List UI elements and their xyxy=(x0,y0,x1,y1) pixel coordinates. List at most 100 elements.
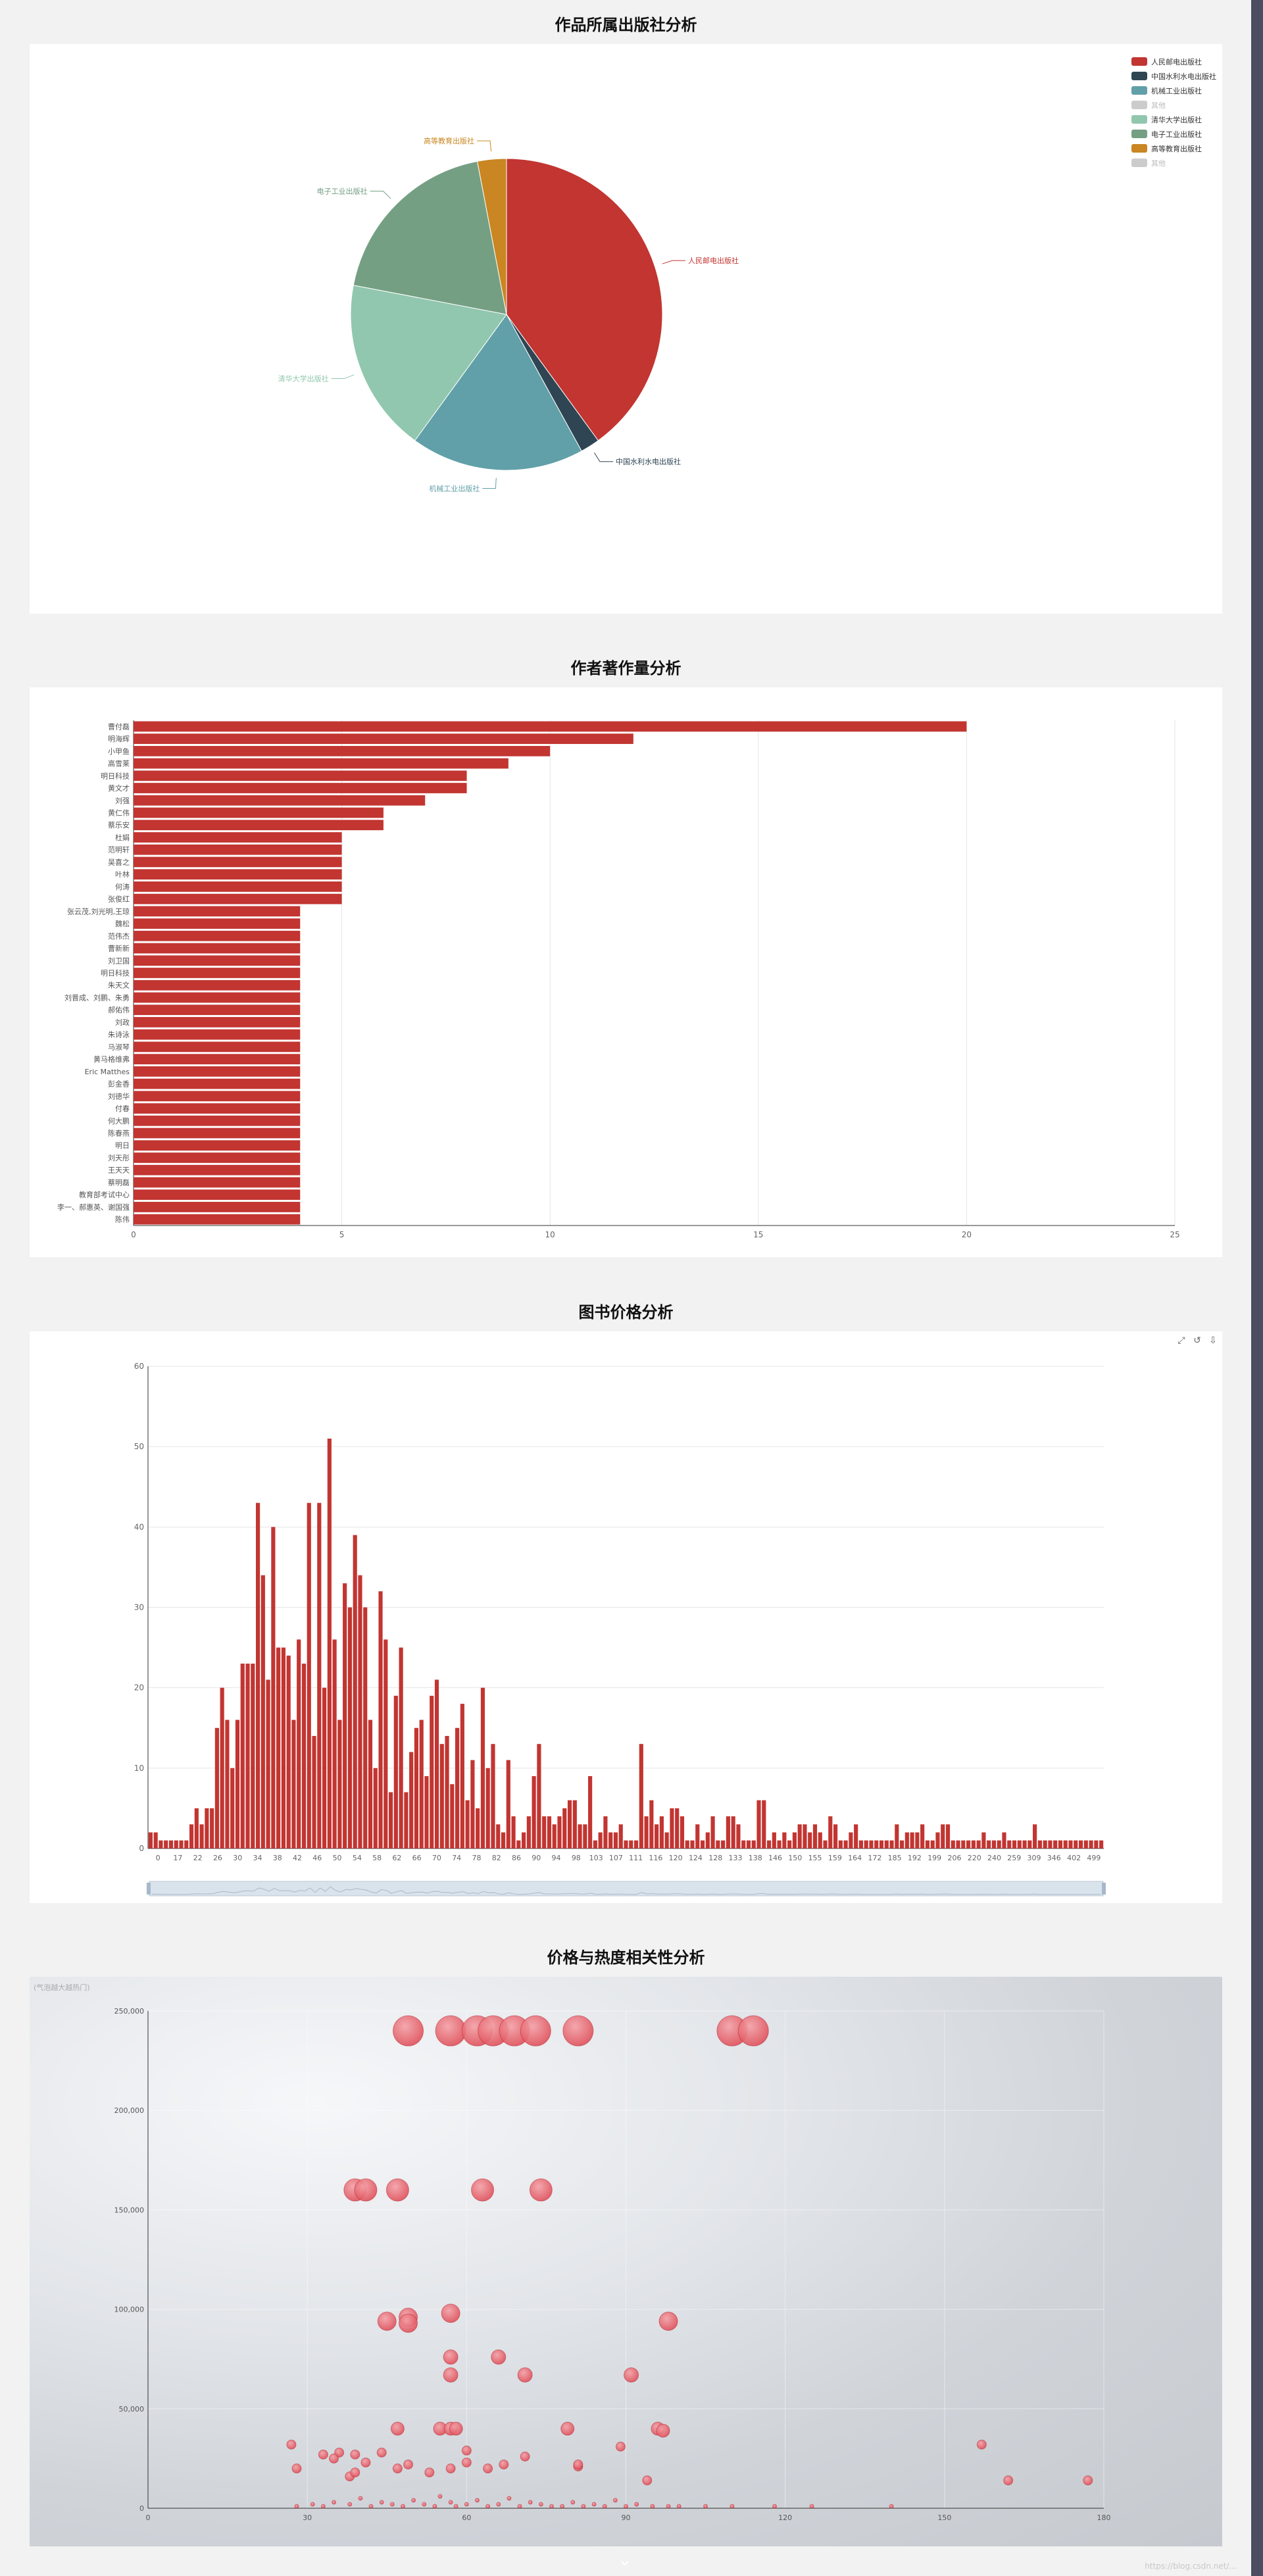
scatter-point-77 xyxy=(507,2496,512,2501)
scatter-point-70 xyxy=(437,2494,443,2499)
price-bar-37 xyxy=(337,1720,342,1848)
price-bar-6 xyxy=(179,1840,184,1848)
price-bar-19 xyxy=(245,1664,250,1848)
price-bar-95 xyxy=(633,1840,639,1848)
price-bar-181 xyxy=(1074,1840,1078,1848)
x-tick-label-28: 128 xyxy=(708,1854,722,1862)
price-bar-16 xyxy=(230,1768,235,1848)
price-bar-157 xyxy=(951,1840,955,1848)
scatter-point-45 xyxy=(445,2464,456,2474)
author-bar-2 xyxy=(134,745,551,756)
scatter-point-68 xyxy=(422,2502,427,2507)
x-tick-label-5: 34 xyxy=(253,1854,262,1862)
scatter-point-39 xyxy=(350,2467,360,2478)
data-zoom-slider[interactable] xyxy=(147,1881,1106,1896)
legend-label: 中国水利水电出版社 xyxy=(1151,72,1216,81)
zoom-reset-icon[interactable]: ↺ xyxy=(1193,1335,1201,1346)
author-bar-chart: 0 5 10 15 20 25曹付磊明海辉小甲鱼高雪莱明日科技黄文才刘强黄仁伟蔡乐安杜娟范… xyxy=(57,720,1180,1239)
scatter-point-79 xyxy=(528,2500,533,2505)
zoom-icon[interactable]: ⤢ xyxy=(1177,1335,1185,1346)
x-tick-label-29: 133 xyxy=(728,1854,742,1862)
save-image-icon[interactable]: ⇩ xyxy=(1209,1335,1217,1346)
price-bar-40 xyxy=(353,1535,357,1848)
legend-label: 高等教育出版社 xyxy=(1151,144,1202,153)
scatter-point-55 xyxy=(1003,2475,1014,2486)
scatter-point-26 xyxy=(350,2449,360,2460)
price-bar-20 xyxy=(251,1664,255,1848)
x-tick-label-14: 70 xyxy=(432,1854,441,1862)
scatter-point-52 xyxy=(573,2459,583,2469)
scatter-point-72 xyxy=(453,2504,458,2509)
legend-item-0[interactable]: 人民邮电出版社 xyxy=(1131,57,1202,66)
x-tick-label-9: 50 xyxy=(333,1854,342,1862)
author-bar-6 xyxy=(134,795,426,806)
legend-item-4[interactable]: 清华大学出版社 xyxy=(1131,115,1202,124)
x-tick-label-24: 111 xyxy=(629,1854,643,1862)
legend-item-5[interactable]: 电子工业出版社 xyxy=(1131,130,1202,139)
y-tick-label-6: 60 xyxy=(134,1362,144,1371)
data-zoom-preview-line xyxy=(151,1886,1101,1895)
price-bar-177 xyxy=(1053,1840,1058,1848)
price-bar-104 xyxy=(680,1816,685,1848)
legend-item-1[interactable]: 中国水利水电出版社 xyxy=(1131,72,1216,81)
y-tick-label-5: 250,000 xyxy=(114,2007,145,2016)
price-bar-159 xyxy=(961,1840,966,1848)
scatter-point-58 xyxy=(310,2502,315,2507)
y-tick-label-2: 100,000 xyxy=(114,2306,145,2314)
price-bar-65 xyxy=(480,1687,485,1848)
x-tick-label-43: 259 xyxy=(1007,1854,1021,1862)
scatter-point-1 xyxy=(435,2015,466,2046)
price-bar-144 xyxy=(884,1840,889,1848)
price-bar-147 xyxy=(899,1840,904,1848)
price-bar-153 xyxy=(930,1840,935,1848)
author-bar-37 xyxy=(134,1177,301,1188)
scatter-point-65 xyxy=(389,2502,395,2507)
author-name-1: 明海辉 xyxy=(108,734,130,743)
author-name-24: 刘政 xyxy=(115,1018,130,1027)
y-tick-label-0: 0 xyxy=(139,2504,144,2513)
legend-item-7[interactable]: 其他 xyxy=(1131,159,1166,168)
page-scrollbar[interactable] xyxy=(1251,0,1263,2576)
legend-item-6[interactable]: 高等教育出版社 xyxy=(1131,144,1202,153)
price-bar-179 xyxy=(1063,1840,1068,1848)
legend-item-2[interactable]: 机械工业出版社 xyxy=(1131,86,1202,95)
price-bar-123 xyxy=(777,1840,781,1848)
scatter-point-33 xyxy=(656,2423,670,2438)
author-name-40: 陈伟 xyxy=(115,1215,130,1224)
author-bar-27 xyxy=(134,1054,301,1064)
legend-item-3[interactable]: 其他 xyxy=(1131,101,1166,110)
price-bar-125 xyxy=(787,1840,792,1848)
author-name-13: 何涛 xyxy=(115,882,130,891)
author-bar-13 xyxy=(134,881,342,892)
price-bar-124 xyxy=(782,1832,787,1848)
price-bar-66 xyxy=(485,1768,490,1848)
price-bar-130 xyxy=(812,1824,818,1848)
scatter-point-44 xyxy=(424,2467,435,2478)
price-bar-140 xyxy=(864,1840,868,1848)
price-bar-68 xyxy=(496,1824,501,1848)
price-bar-30 xyxy=(301,1664,307,1848)
price-bar-90 xyxy=(608,1832,613,1848)
price-bar-172 xyxy=(1028,1840,1032,1848)
price-bar-152 xyxy=(925,1840,930,1848)
scatter-point-64 xyxy=(379,2500,384,2505)
price-bar-74 xyxy=(526,1816,531,1848)
price-bar-82 xyxy=(567,1800,572,1848)
price-bar-166 xyxy=(997,1840,1001,1848)
price-bar-34 xyxy=(322,1687,327,1848)
x-tick-label-3: 15 xyxy=(753,1230,763,1239)
price-bar-3 xyxy=(164,1840,168,1848)
x-tick-label-8: 46 xyxy=(312,1854,322,1862)
author-name-9: 杜娟 xyxy=(115,833,130,842)
price-bar-92 xyxy=(618,1824,623,1848)
scatter-point-57 xyxy=(294,2504,299,2509)
author-bar-1 xyxy=(134,733,633,744)
chevron-down-icon[interactable]: ⌄ xyxy=(617,2548,633,2570)
author-bar-38 xyxy=(134,1189,301,1201)
scatter-point-35 xyxy=(291,2464,302,2474)
author-name-2: 小甲鱼 xyxy=(108,747,130,756)
price-bar-182 xyxy=(1078,1840,1083,1848)
x-tick-label-41: 220 xyxy=(968,1854,981,1862)
price-bar-134 xyxy=(833,1824,838,1848)
y-tick-label-3: 150,000 xyxy=(114,2206,145,2214)
